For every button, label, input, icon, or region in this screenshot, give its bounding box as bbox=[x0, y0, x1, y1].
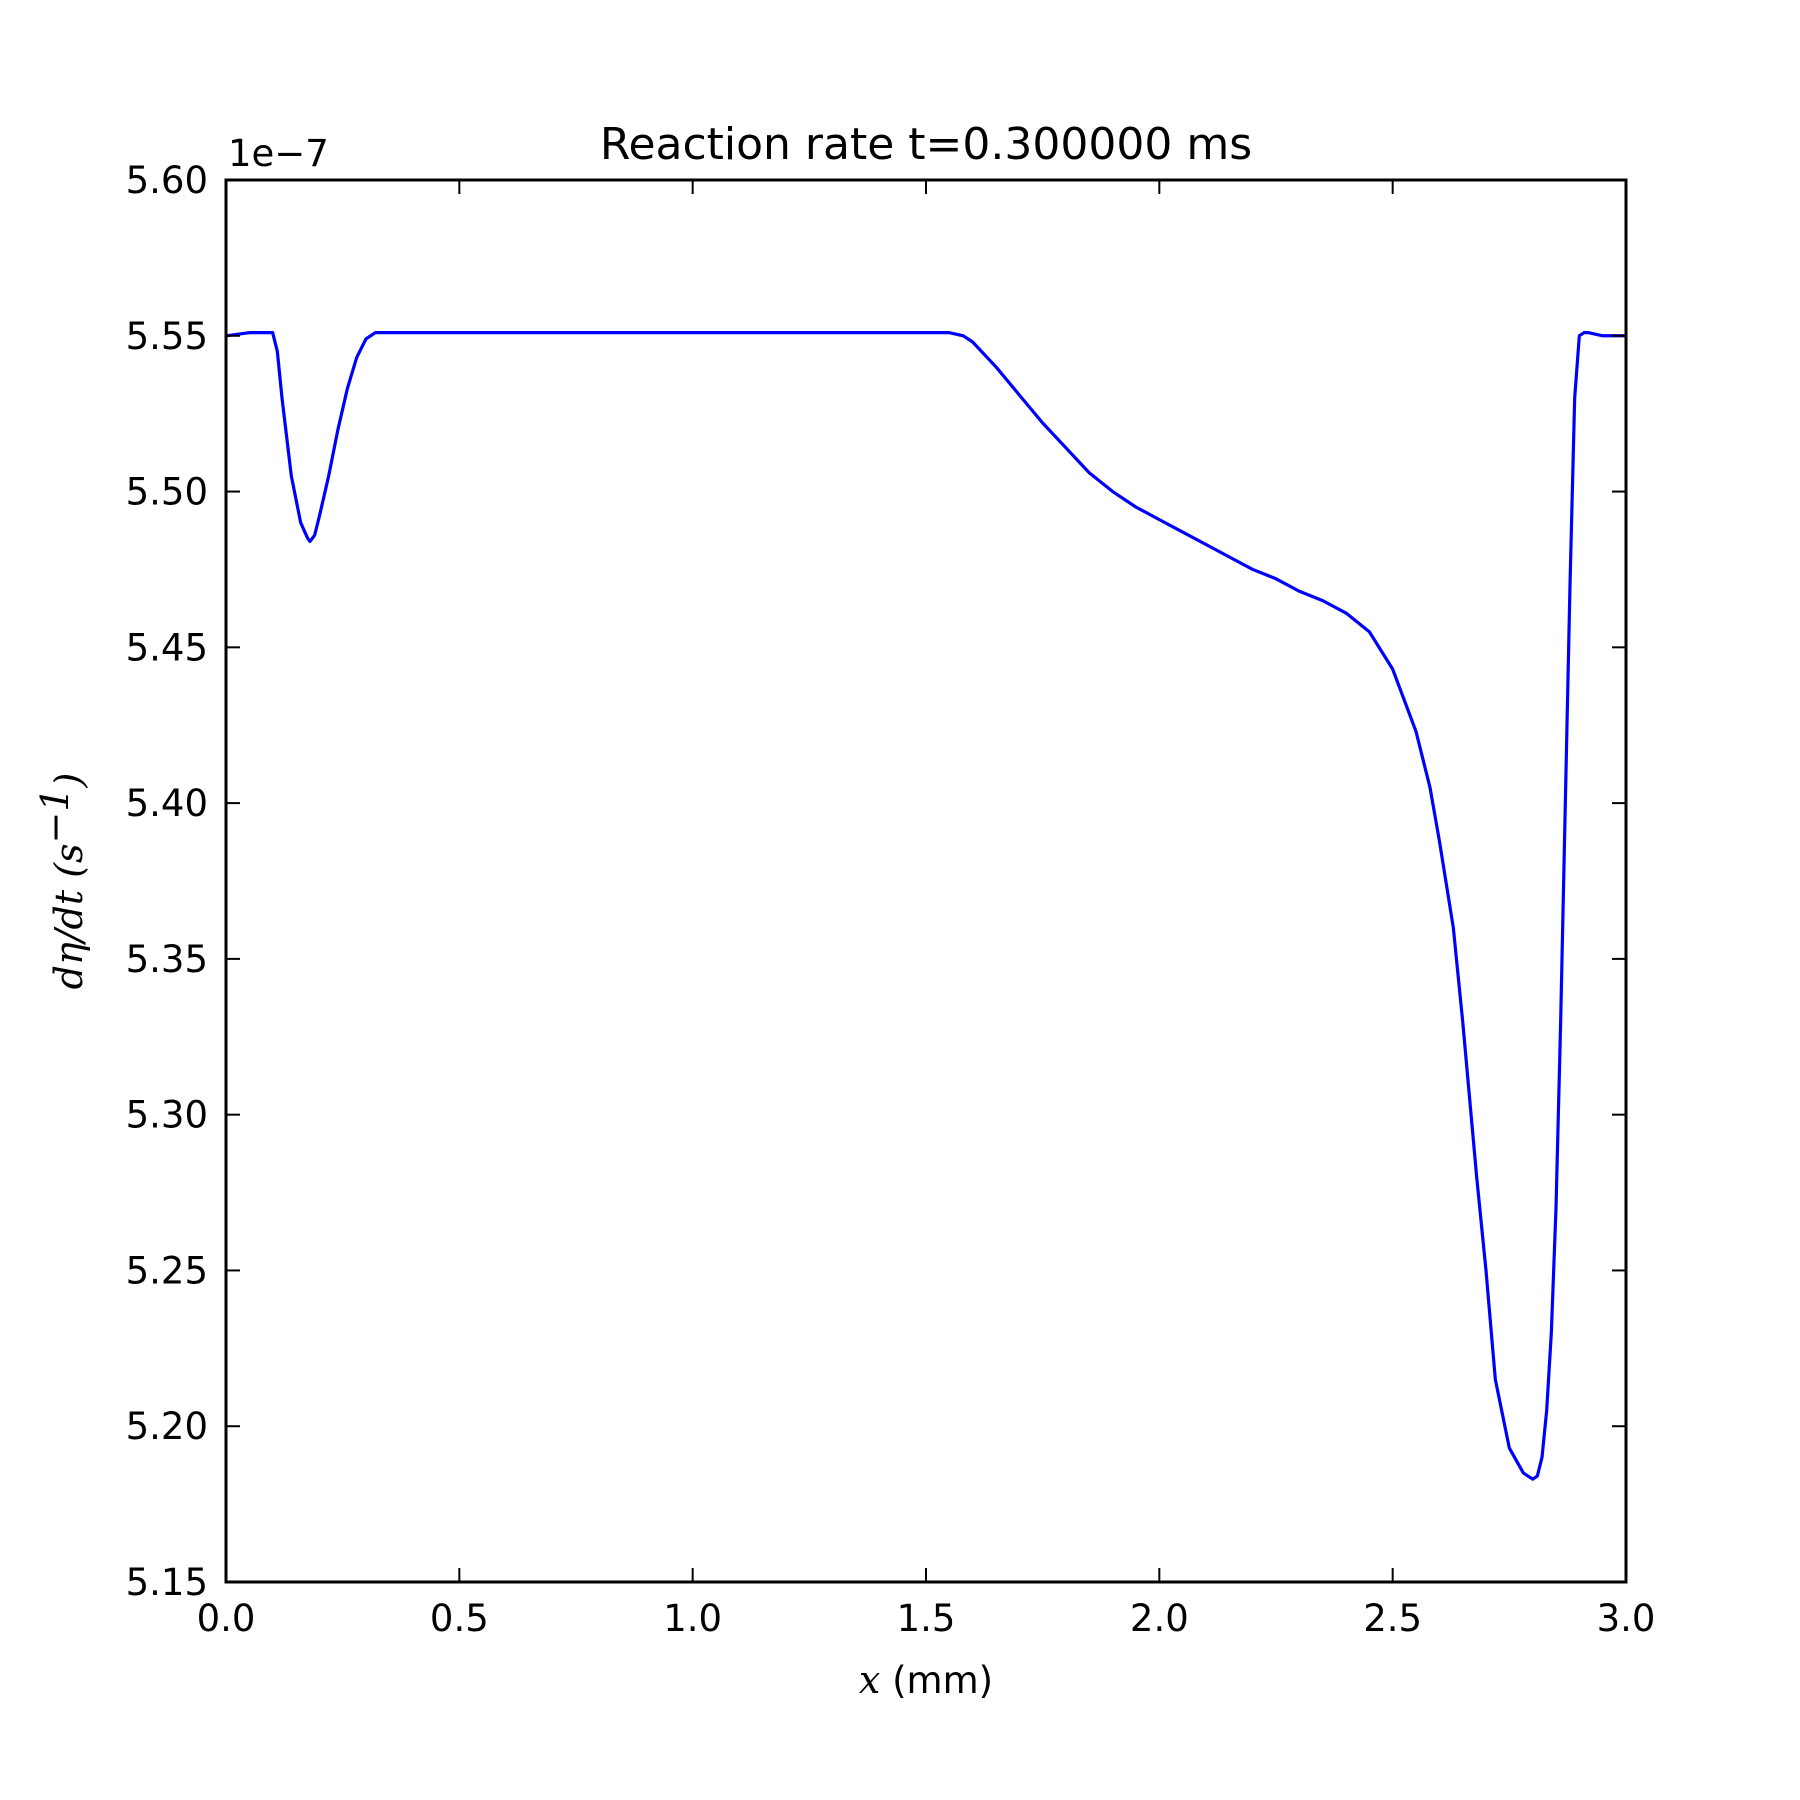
chart-title: Reaction rate t=0.300000 ms bbox=[600, 119, 1252, 170]
y-tick-label: 5.55 bbox=[126, 315, 208, 358]
y-axis-label-unit-close: ) bbox=[47, 773, 91, 789]
y-tick-label: 5.60 bbox=[126, 159, 208, 202]
x-tick-label: 1.5 bbox=[897, 1597, 956, 1640]
x-tick-label: 3.0 bbox=[1597, 1597, 1656, 1640]
data-line-series bbox=[225, 331, 1626, 1481]
y-axis: 5.15 5.20 5.25 5.30 5.35 5.40 5.45 5.50 5.55 5.60 bbox=[126, 159, 1626, 1604]
x-axis: 0.0 0.5 1.0 1.5 2.0 2.5 3.0 bbox=[197, 180, 1656, 1640]
x-tick-label: 1.0 bbox=[663, 1597, 722, 1640]
y-offset-label: 1e−7 bbox=[228, 132, 329, 175]
plot-area bbox=[225, 331, 1626, 1481]
y-tick-label: 5.45 bbox=[126, 626, 208, 669]
x-axis-label: x (mm) bbox=[859, 1658, 993, 1702]
x-tick-label: 2.0 bbox=[1130, 1597, 1189, 1640]
y-tick-label: 5.35 bbox=[126, 938, 208, 981]
y-tick-label: 5.25 bbox=[126, 1249, 208, 1292]
y-axis-label-unit-sup: −1 bbox=[33, 787, 77, 843]
x-tick-label: 2.5 bbox=[1363, 1597, 1422, 1640]
y-axis-label-math: dη/dt bbox=[47, 889, 91, 989]
y-axis-label: dη/dt (s−1) bbox=[33, 773, 91, 990]
y-axis-label-unit-open: (s bbox=[47, 843, 91, 889]
y-tick-label: 5.50 bbox=[126, 471, 208, 514]
x-axis-label-math: x bbox=[859, 1658, 880, 1702]
y-tick-label: 5.40 bbox=[126, 782, 208, 825]
x-tick-label: 0.0 bbox=[197, 1597, 256, 1640]
x-axis-label-unit: (mm) bbox=[880, 1659, 993, 1702]
y-tick-label: 5.20 bbox=[126, 1405, 208, 1448]
y-tick-label: 5.30 bbox=[126, 1094, 208, 1137]
y-tick-label: 5.15 bbox=[126, 1561, 208, 1604]
x-tick-label: 0.5 bbox=[430, 1597, 489, 1640]
